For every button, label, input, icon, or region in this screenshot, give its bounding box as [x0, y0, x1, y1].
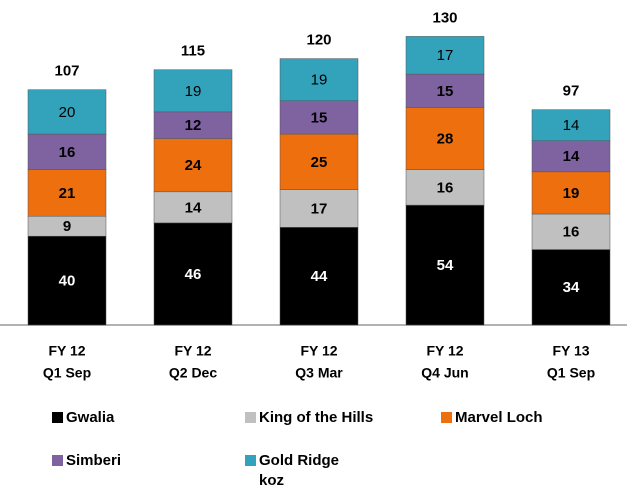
legend-swatch — [245, 412, 256, 423]
data-label: 12 — [185, 117, 202, 134]
data-label: 20 — [59, 104, 76, 121]
x-tick-label: Q4 Jun — [421, 365, 468, 381]
legend-swatch — [52, 412, 63, 423]
data-label: 19 — [311, 72, 328, 89]
data-label: 19 — [185, 83, 202, 100]
legend-swatch — [441, 412, 452, 423]
bar-segment — [405, 73, 485, 108]
bar-segment — [279, 58, 359, 102]
legend-swatch — [52, 455, 63, 466]
data-label: 16 — [437, 179, 454, 196]
legend-label: King of the Hills — [259, 409, 373, 426]
x-tick-label: Q1 Sep — [43, 365, 91, 381]
x-tick-label: FY 12 — [300, 343, 337, 359]
x-tick-label: Q2 Dec — [169, 365, 217, 381]
bar-segment — [153, 69, 233, 113]
data-label: 44 — [311, 268, 328, 285]
data-label: 17 — [311, 200, 328, 217]
data-label: 54 — [437, 257, 454, 274]
data-label: 14 — [185, 199, 202, 216]
total-label: 107 — [54, 63, 79, 80]
data-label: 19 — [563, 185, 580, 202]
bar-segment — [279, 189, 359, 228]
data-label: 16 — [563, 224, 580, 241]
total-label: 120 — [306, 32, 331, 49]
legend-label: Simberi — [66, 452, 121, 469]
legend-label: Gold Ridge — [259, 452, 339, 469]
x-tick-label: Q1 Sep — [547, 365, 595, 381]
bar-segment — [153, 138, 233, 193]
x-tick-label: FY 12 — [426, 343, 463, 359]
data-label: 34 — [563, 279, 580, 296]
x-tick-label: FY 12 — [174, 343, 211, 359]
bar-segment — [405, 169, 485, 206]
data-label: 21 — [59, 185, 76, 202]
total-label: 130 — [432, 9, 457, 26]
data-label: 15 — [437, 83, 454, 100]
bar-segment — [27, 133, 107, 170]
data-label: 9 — [63, 218, 71, 235]
x-tick-label: FY 12 — [48, 343, 85, 359]
unit-label: koz — [259, 472, 284, 488]
total-label: 115 — [181, 43, 205, 60]
bar-segment — [531, 213, 611, 250]
data-label: 40 — [59, 273, 76, 290]
bar-segment — [531, 171, 611, 215]
data-label: 17 — [437, 47, 454, 64]
data-label: 14 — [563, 148, 580, 165]
bar-segment — [405, 107, 485, 170]
bar-segment — [153, 191, 233, 224]
legend-label: Marvel Loch — [455, 409, 543, 426]
bar-segment — [531, 249, 611, 326]
bar-segment — [27, 235, 107, 326]
bar-segment — [27, 89, 107, 135]
bar-segment — [153, 111, 233, 139]
data-label: 16 — [59, 144, 76, 161]
bar-segment — [405, 36, 485, 75]
x-tick-label: FY 13 — [552, 343, 589, 359]
data-label: 28 — [437, 130, 454, 147]
data-label: 14 — [563, 117, 580, 134]
legend-swatch — [245, 455, 256, 466]
bar-segment — [153, 222, 233, 326]
data-label: 24 — [185, 157, 202, 174]
bar-segment — [531, 109, 611, 141]
bar-segment — [279, 100, 359, 135]
bar-segment — [405, 204, 485, 326]
legend-label: Gwalia — [66, 409, 115, 426]
x-tick-label: Q3 Mar — [295, 365, 343, 381]
data-label: 25 — [311, 154, 328, 171]
data-label: 15 — [311, 109, 328, 126]
total-label: 97 — [563, 83, 580, 100]
bar-segment — [27, 169, 107, 217]
data-label: 46 — [185, 266, 202, 283]
bar-segment — [279, 133, 359, 190]
